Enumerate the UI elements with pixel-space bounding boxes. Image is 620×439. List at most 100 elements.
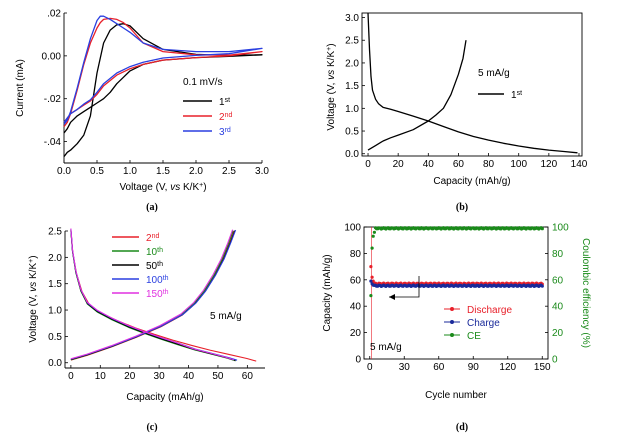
panel-c-annotation: 5 mA/g [210, 311, 242, 322]
series-Charge [369, 279, 544, 288]
panel-c-y-tick-label: 2.5 [48, 227, 62, 238]
point-CE [540, 227, 544, 231]
panel-b-legend-title: 5 mA/g [478, 68, 510, 79]
panel-b-xlabel: Capacity (mAh/g) [433, 176, 510, 187]
panel-b-x-tick-label: 60 [453, 159, 465, 170]
panel-c-xlabel: Capacity (mAh/g) [126, 392, 203, 403]
panel-a-y-tick-label: -.02 [44, 94, 62, 105]
panel-b-x-tick-label: 40 [423, 159, 435, 170]
panel-a-x-tick-label: 1.0 [123, 166, 137, 177]
panel-d-y-tick-label: 80 [350, 249, 362, 260]
point-CE [370, 246, 374, 250]
panel-d: 0 30 60 90 120 150020406080100020406080100Cyc… [322, 223, 591, 402]
panel-c-x-tick-label: 60 [242, 371, 254, 382]
panel-b-y-tick-label: 3.0 [345, 13, 359, 24]
point-CE [371, 234, 375, 238]
caption-c: (c) [146, 422, 157, 433]
panel-c-x-tick-label: 40 [183, 371, 195, 382]
axis-indicator-arrowhead [389, 294, 395, 300]
panel-a-y-tick-label: 0.00 [42, 51, 62, 62]
legend-marker-Discharge [450, 307, 454, 311]
panel-b-y-tick-label: 1.5 [345, 81, 359, 92]
panel-c-x-tick-label: 0 [68, 371, 74, 382]
panel-b-ylabel: Voltage (V, vs K/K+) [326, 43, 338, 130]
legend-label-150th: 150th [146, 289, 169, 301]
panel-a-x-tick-label: 3.0 [255, 166, 269, 177]
panel-d-y2label: Coulombic efficiency (%) [580, 238, 591, 348]
panel-a-legend-title: 0.1 mV/s [183, 77, 222, 88]
legend-marker-CE [450, 333, 454, 337]
panel-c-x-tick-label: 30 [154, 371, 166, 382]
panel-a-y-tick-label: -.04 [44, 137, 62, 148]
panel-b-x-tick-label: 140 [571, 159, 588, 170]
panel-b: 0 20 40 60 80 100 120 140 0.0 0.5 1.0 1.5 2.0 2.5 3.0 C… [326, 12, 588, 187]
series-Discharge [369, 265, 544, 286]
caption-d: (d) [456, 422, 468, 433]
cv-curve-2nd [63, 17, 263, 127]
axis-indicator-arrow [389, 276, 420, 298]
panel-d-x-tick-label: 30 [399, 362, 411, 373]
panel-b-x-tick-label: 0 [365, 159, 371, 170]
legend-label-1st: 1st [219, 97, 230, 109]
panel-d-y2-tick-label: 0 [552, 355, 558, 366]
panel-b-x-tick-label: 80 [483, 159, 495, 170]
panel-d-y2-tick-label: 40 [552, 302, 564, 313]
panel-d-y2-tick-label: 80 [552, 249, 564, 260]
cv-curve-1st [63, 23, 263, 157]
point-Charge [540, 284, 544, 288]
charge-curve-1st [367, 40, 467, 151]
panel-d-x-tick-label: 120 [499, 362, 516, 373]
series-CE [369, 226, 544, 298]
point-Charge [369, 279, 373, 283]
legend-label-1st: 1st [511, 90, 522, 102]
panel-c-y-tick-label: 0.0 [48, 358, 62, 369]
charge-curve-150th [70, 229, 234, 360]
point-Discharge [370, 275, 374, 279]
panel-c-x-tick-label: 50 [212, 371, 224, 382]
panel-a-x-tick-label: 1.5 [156, 166, 170, 177]
legend-marker-Charge [450, 320, 454, 324]
panel-a-x-tick-label: 2.0 [189, 166, 203, 177]
panel-d-y-tick-label: 40 [350, 302, 362, 313]
panel-d-y2-tick-label: 60 [552, 275, 564, 286]
panel-c-ylabel: Voltage (V, vs K/K+) [28, 255, 40, 342]
legend-label-2nd: 2nd [219, 112, 232, 124]
panel-a-xlabel: Voltage (V, vs K/K+) [119, 182, 206, 194]
panel-d-y-tick-label: 60 [350, 275, 362, 286]
panel-a-y-tick-label: .02 [47, 9, 61, 20]
panel-c-y-tick-label: 0.5 [48, 332, 62, 343]
panel-d-y2-tick-label: 20 [552, 328, 564, 339]
panel-b-y-tick-label: 1.0 [345, 104, 359, 115]
point-CE [372, 230, 376, 234]
panel-c: 0 10 20 30 40 50 60 0.0 0.5 1.0 1.5 2.0 2.5 Capacity … [28, 227, 265, 403]
panel-b-x-tick-label: 100 [510, 159, 527, 170]
panel-d-x-tick-label: 150 [534, 362, 551, 373]
panel-b-y-tick-label: 0.0 [345, 149, 359, 160]
panel-b-x-tick-label: 120 [541, 159, 558, 170]
legend-label-CE: CE [467, 331, 481, 342]
panel-c-x-tick-label: 10 [95, 371, 107, 382]
point-Discharge [369, 265, 373, 269]
discharge-curve-2nd [70, 230, 257, 362]
panel-c-y-tick-label: 1.5 [48, 279, 62, 290]
point-CE [369, 294, 373, 298]
panel-c-y-tick-label: 2.0 [48, 253, 62, 264]
legend-label-Charge: Charge [467, 318, 500, 329]
panel-a: 0.0 0.5 1.0 1.5 2.0 2.5 3.0 .02 0.00 -.02 -.04 Volt… [15, 9, 269, 194]
panel-a-x-tick-label: 0.5 [90, 166, 104, 177]
panel-d-y2-tick-label: 100 [552, 223, 569, 234]
discharge-curve-1st [367, 12, 578, 154]
panel-a-x-tick-label: 0.0 [57, 166, 71, 177]
panel-d-ylabel: Capacity (mAh/g) [322, 254, 333, 331]
panel-d-annotation: 5 mA/g [370, 342, 402, 353]
legend-label-100th: 100th [146, 275, 169, 287]
cv-curve-3rd [63, 15, 263, 125]
panel-d-y-tick-label: 20 [350, 328, 362, 339]
panel-d-x-tick-label: 60 [433, 362, 445, 373]
panel-a-ylabel: Current (mA) [15, 59, 26, 117]
panel-d-frame [363, 226, 549, 360]
panel-b-y-tick-label: 0.5 [345, 127, 359, 138]
panel-d-y-tick-label: 0 [355, 355, 361, 366]
legend-label-2nd: 2nd [146, 233, 159, 245]
